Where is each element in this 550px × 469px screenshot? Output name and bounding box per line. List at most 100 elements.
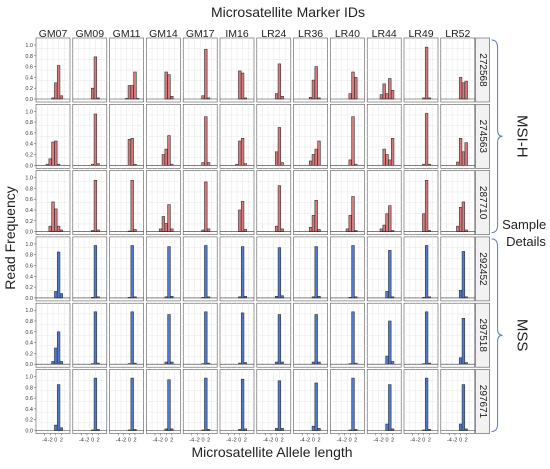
bar	[164, 223, 168, 232]
y-tick-label: 0.0	[25, 163, 33, 169]
panel-292452-gm09	[72, 236, 108, 302]
y-tick-label: 0.0	[25, 362, 33, 368]
panel-272568-lr36	[293, 37, 328, 103]
bar	[314, 314, 318, 365]
panel-274563-gm14	[146, 104, 181, 169]
panel-274563-lr49	[403, 104, 439, 169]
y-tick-label: 0.0	[25, 296, 33, 302]
panel-287710-gm11	[109, 170, 144, 235]
bar	[204, 245, 208, 299]
bar	[240, 138, 245, 166]
y-tick-label: 0.0	[25, 429, 33, 435]
bar	[48, 158, 52, 166]
panel-297518-gm09	[72, 302, 108, 368]
bar	[458, 290, 463, 299]
bar	[280, 228, 284, 232]
x-tick-label: 2	[317, 438, 320, 444]
sample-id-292452: 292452	[477, 252, 488, 286]
panel-292452-lr36	[293, 236, 328, 302]
x-tick-label: 0	[459, 438, 462, 444]
marker-header-lr40: LR40	[335, 28, 360, 40]
sample-strip-box	[475, 302, 490, 368]
bar	[385, 213, 389, 232]
bar	[388, 205, 392, 232]
panel-297518-lr36	[293, 302, 328, 368]
y-tick-label: 0.0	[25, 230, 33, 236]
group-mss: MSS	[491, 238, 531, 432]
sample-id-272568: 272568	[477, 53, 488, 87]
x-tick-label: 2	[391, 438, 394, 444]
marker-header-gm14: GM14	[149, 28, 178, 40]
panel-297518-lr49	[403, 302, 439, 368]
bar	[274, 225, 279, 232]
bar	[348, 93, 352, 100]
panel-297671-gm11	[109, 369, 144, 434]
panel-297518-gm14	[146, 302, 181, 368]
bar	[461, 384, 466, 431]
y-axis-label: Read Frequency	[2, 186, 18, 290]
bar	[238, 70, 242, 100]
bar	[158, 228, 163, 232]
marker-header-gm11: GM11	[113, 28, 141, 40]
y-tick-label: 1.0	[25, 375, 33, 381]
bar	[388, 78, 392, 100]
y-tick-label: 0.6	[25, 264, 33, 270]
bar	[379, 228, 384, 232]
x-tick-label: 2	[465, 438, 468, 444]
marker-header-lr36: LR36	[298, 28, 323, 40]
y-axis: 0.0 0.2 0.4 0.6 0.8 1.0 0.0 0.2 0.4 0.6 0.8 1.0 0.0 0…	[25, 43, 36, 435]
y-tick-label: 0.2	[25, 86, 33, 92]
bar	[424, 113, 429, 166]
panel-287710-lr44	[366, 170, 402, 235]
panel-297518-gm07	[35, 302, 71, 368]
bar	[54, 208, 58, 232]
bar	[51, 201, 55, 232]
panel-274563-lr44	[366, 104, 402, 169]
bar	[314, 148, 318, 166]
bar	[277, 314, 282, 365]
panel-272568-gm11	[109, 37, 144, 103]
bar	[54, 82, 58, 100]
y-tick-label: 0.6	[25, 330, 33, 336]
bar	[238, 209, 242, 232]
y-tick-label: 1.0	[25, 43, 33, 49]
bar	[93, 311, 98, 365]
bar	[51, 141, 55, 166]
x-tick-label: -4	[153, 438, 158, 444]
sample-details-line-2: Details	[506, 234, 546, 249]
bar	[348, 159, 352, 166]
y-tick-label: 0.8	[25, 54, 33, 60]
bar	[56, 65, 61, 100]
bar	[458, 77, 463, 100]
sample-strip-274563: 274563	[475, 104, 490, 169]
panel-292452-gm17	[182, 236, 218, 302]
bar	[90, 87, 95, 100]
sample-strip-box	[475, 369, 490, 434]
bar	[351, 245, 355, 299]
chart-title: Microsatellite Marker IDs	[211, 4, 365, 20]
panel-297518-lr52	[440, 302, 476, 368]
bar	[308, 160, 313, 166]
panel-297518-lr44	[366, 302, 402, 368]
y-tick-label: 0.8	[25, 120, 33, 126]
x-tick-label: -2	[121, 438, 126, 444]
x-tick-label: 0	[275, 438, 278, 444]
x-tick-label: 2	[133, 438, 136, 444]
bar	[274, 361, 279, 365]
bar	[167, 379, 171, 431]
panel-287710-gm07	[35, 170, 71, 235]
bar	[280, 428, 284, 431]
bar	[382, 148, 386, 166]
bar	[93, 56, 98, 100]
bar	[130, 180, 134, 232]
bar	[164, 148, 168, 166]
panel-272568-gm09	[72, 37, 108, 103]
bar	[130, 245, 134, 299]
bar	[390, 90, 395, 100]
bar	[464, 142, 468, 166]
sample-id-297518: 297518	[477, 319, 488, 353]
x-tick-label: 2	[354, 438, 357, 444]
marker-header-im16: IM16	[225, 28, 249, 40]
panel-272568-lr24	[256, 37, 292, 103]
